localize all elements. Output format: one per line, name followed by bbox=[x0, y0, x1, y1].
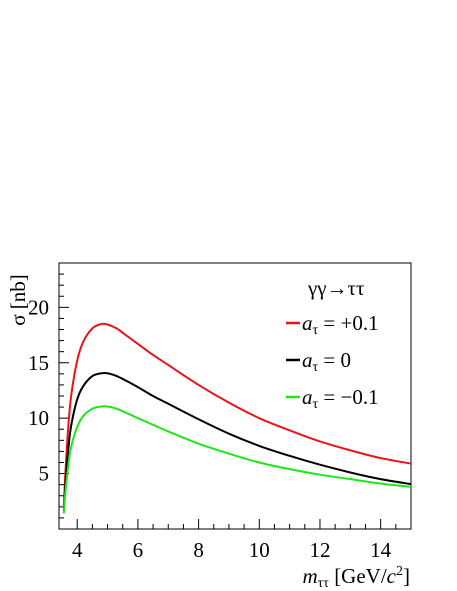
legend: γγ→ττ aτ = +0.1 aτ = 0 aτ = −0.1 bbox=[286, 276, 379, 412]
x-tick-label: 14 bbox=[370, 538, 392, 562]
y-tick-label: 10 bbox=[28, 406, 49, 430]
x-tick-label: 10 bbox=[249, 538, 270, 562]
x-axis-label: mττ [GeV/c2] bbox=[303, 564, 411, 591]
legend-entry: aτ = −0.1 bbox=[302, 385, 379, 412]
y-tick-label: 5 bbox=[39, 462, 50, 486]
x-tick-labels: 4 6 8 10 12 14 bbox=[72, 538, 392, 562]
x-tick-label: 4 bbox=[72, 538, 83, 562]
legend-entry: aτ = 0 bbox=[302, 348, 351, 375]
x-tick-label: 8 bbox=[193, 538, 204, 562]
series-line-1 bbox=[62, 371, 412, 512]
legend-header: γγ→ττ bbox=[307, 276, 364, 300]
series-curves bbox=[62, 322, 412, 514]
y-axis-label: σ [nb] bbox=[6, 274, 30, 326]
axis-ticks bbox=[59, 262, 412, 529]
y-tick-label: 15 bbox=[28, 351, 49, 375]
y-tick-labels: 5 10 15 20 bbox=[28, 295, 49, 485]
series-line-2 bbox=[62, 405, 412, 514]
legend-entry: aτ = +0.1 bbox=[302, 311, 379, 338]
x-tick-label: 12 bbox=[309, 538, 330, 562]
y-tick-label: 20 bbox=[28, 295, 49, 319]
x-tick-label: 6 bbox=[133, 538, 144, 562]
series-line-0 bbox=[62, 322, 412, 510]
